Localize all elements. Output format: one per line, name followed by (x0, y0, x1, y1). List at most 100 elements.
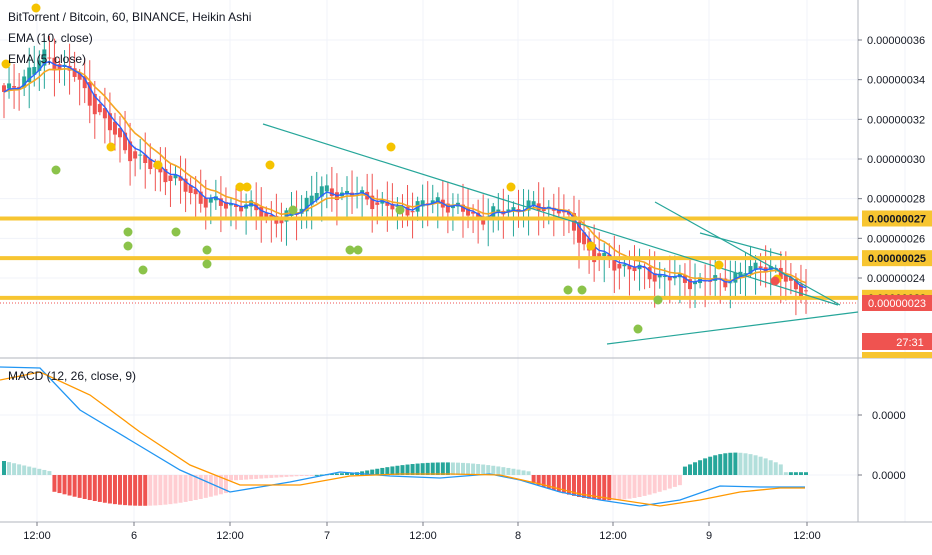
candle-body (375, 202, 380, 205)
macd-hist-bar (400, 465, 405, 475)
macd-hist-bar (592, 475, 597, 500)
macd-hist-bar (728, 452, 733, 475)
candle-body (269, 215, 274, 217)
macd-hist-bar (642, 475, 647, 496)
macd-hist-bar (218, 475, 223, 495)
candle-body (592, 244, 597, 263)
macd-hist-bar (309, 475, 314, 476)
macd-hist-bar (652, 475, 657, 494)
macd-hist-bar (158, 475, 163, 506)
level-tag-1 (862, 250, 932, 267)
macd-hist-bar (748, 454, 753, 475)
price-tick-label: 0.00000026 (867, 233, 925, 245)
level-label-0: 0.00000027 (868, 214, 926, 226)
macd-hist-bar (72, 475, 77, 497)
candle-body (597, 253, 602, 259)
signal-dot-green (51, 165, 61, 175)
macd-hist-bar (677, 475, 682, 486)
candle-body (203, 197, 208, 208)
trendline-wedge (654, 201, 841, 306)
candle-body (385, 201, 390, 206)
macd-hist-bar (778, 464, 783, 475)
macd-hist-bar (793, 472, 798, 475)
candle-body (158, 165, 163, 173)
signal-dot-green (202, 245, 212, 255)
candle-body (223, 202, 228, 209)
macd-hist-bar (758, 456, 763, 475)
macd-hist-bar (244, 475, 249, 480)
candle-body (748, 266, 753, 274)
candle-body (133, 151, 138, 159)
candle-body (77, 72, 82, 80)
macd-hist-bar (178, 475, 183, 503)
candle-body (556, 209, 561, 214)
signal-dot-green (345, 245, 355, 255)
signal-dot-green (171, 227, 181, 237)
signal-dot-green (138, 265, 148, 275)
current-price-label: 0.00000023 (868, 298, 926, 310)
candle-body (22, 76, 27, 88)
price-tick-label: 0.00000028 (867, 194, 925, 206)
macd-hist-bar (375, 468, 380, 475)
macd-tick-label: 0.0000 (872, 470, 906, 482)
current-price-tag (862, 295, 932, 311)
macd-hist-bar (92, 475, 97, 502)
candle-body (178, 176, 183, 181)
macd-hist-bar (698, 460, 703, 475)
candle-body (602, 252, 607, 257)
candle-body (506, 209, 511, 213)
macd-hist-bar (17, 464, 22, 475)
macd-hist-bar (183, 475, 188, 502)
candle-body (370, 195, 375, 210)
macd-hist-bar (531, 475, 536, 484)
macd-hist-bar (385, 467, 390, 475)
candle-body (102, 108, 107, 119)
candle-body (234, 204, 239, 207)
macd-signal-line (0, 371, 805, 507)
macd-hist-bar (743, 453, 748, 475)
macd-hist-bar (42, 469, 47, 475)
signal-dot-yellow (235, 182, 245, 192)
macd-hist-bar (551, 475, 556, 491)
macd-hist-bar (67, 475, 72, 496)
macd-hist-bar (773, 462, 778, 475)
candle-body (632, 267, 637, 272)
candle-body (380, 199, 385, 204)
macd-hist-bar (12, 463, 17, 475)
candle-body (67, 65, 72, 71)
macd-hist-bar (435, 462, 440, 475)
candle-body (17, 86, 22, 89)
macd-hist-bar (163, 475, 168, 505)
macd-hist-bar (632, 475, 637, 498)
candle-body (647, 267, 652, 280)
time-tick-label: 12:00 (793, 530, 821, 542)
macd-hist-bar (123, 475, 128, 506)
candle-body (188, 185, 193, 193)
macd-hist-bar (395, 465, 400, 475)
macd-hist-bar (481, 464, 486, 475)
macd-hist-bar (420, 463, 425, 475)
macd-hist-bar (138, 475, 143, 506)
candle-body (687, 279, 692, 290)
candle-body (72, 68, 77, 77)
macd-hist-bar (461, 462, 466, 475)
macd-hist-bar (582, 475, 587, 498)
macd-hist-bar (637, 475, 642, 497)
candle-body (430, 200, 435, 204)
macd-hist-bar (738, 452, 743, 475)
macd-hist-bar (430, 462, 435, 475)
macd-hist-bar (783, 472, 788, 475)
macd-hist-bar (718, 454, 723, 475)
signal-dot-yellow (586, 241, 596, 251)
time-tick-label: 12:00 (599, 530, 627, 542)
candle-body (667, 276, 672, 281)
candle-body (582, 232, 587, 245)
macd-hist-bar (97, 475, 102, 502)
macd-hist-bar (264, 475, 269, 479)
signal-dot-yellow (242, 182, 252, 192)
macd-hist-bar (279, 475, 284, 478)
signal-dot-green (123, 241, 133, 251)
candle-body (652, 273, 657, 282)
candle-body (728, 282, 733, 284)
countdown-tag (862, 333, 932, 350)
